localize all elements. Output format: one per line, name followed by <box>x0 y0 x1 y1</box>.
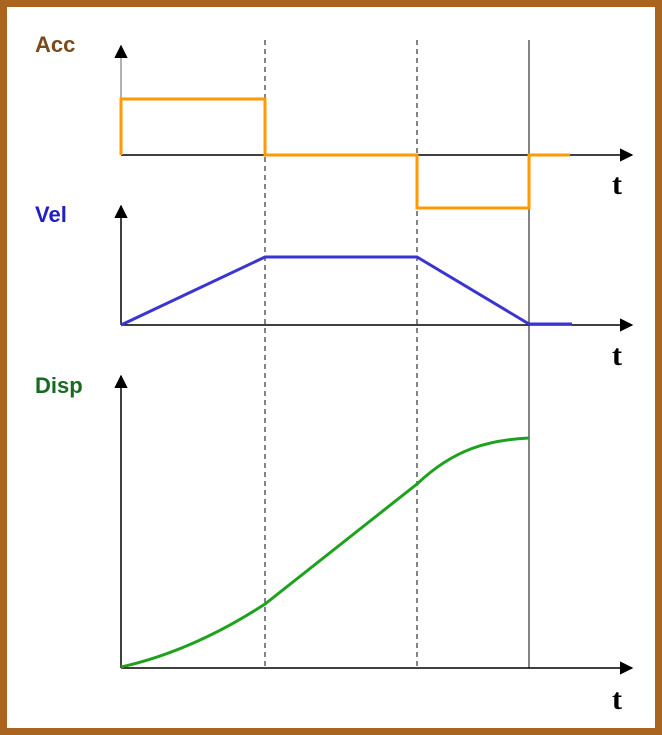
disp-label: Disp <box>35 373 83 398</box>
acc-panel: Acc t <box>35 32 634 210</box>
vel-panel: Vel t <box>35 202 634 372</box>
disp-curve <box>120 436 530 669</box>
vel-t-label: t <box>612 339 622 372</box>
disp-panel: Disp t <box>35 373 634 716</box>
acc-t-label: t <box>612 168 622 201</box>
vel-curve <box>120 255 572 327</box>
acc-label: Acc <box>35 32 75 57</box>
disp-t-label: t <box>612 683 622 716</box>
acc-curve <box>119 97 570 210</box>
vel-label: Vel <box>35 202 67 227</box>
